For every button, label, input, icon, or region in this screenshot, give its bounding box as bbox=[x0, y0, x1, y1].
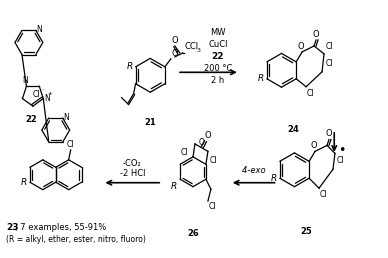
Text: 25: 25 bbox=[301, 228, 312, 237]
Text: 3: 3 bbox=[197, 48, 201, 53]
Text: Cl: Cl bbox=[210, 156, 217, 165]
Text: CuCl: CuCl bbox=[208, 40, 228, 49]
Text: N: N bbox=[63, 113, 69, 122]
Text: Cl: Cl bbox=[307, 89, 315, 98]
Text: Cl: Cl bbox=[180, 148, 188, 157]
Text: Cl: Cl bbox=[326, 59, 334, 68]
Text: -CO₂: -CO₂ bbox=[123, 159, 142, 168]
Text: , 7 examples, 55-91%: , 7 examples, 55-91% bbox=[15, 223, 106, 232]
Text: Cl: Cl bbox=[67, 140, 74, 149]
Text: -2 HCl: -2 HCl bbox=[120, 169, 145, 178]
Text: N: N bbox=[36, 25, 42, 34]
Text: (R = alkyl, ether, ester, nitro, fluoro): (R = alkyl, ether, ester, nitro, fluoro) bbox=[6, 235, 146, 244]
Text: •: • bbox=[338, 144, 345, 157]
Text: Cl: Cl bbox=[209, 202, 217, 211]
Text: R: R bbox=[270, 174, 277, 183]
Text: 22: 22 bbox=[25, 115, 37, 124]
Text: O: O bbox=[199, 138, 204, 147]
Text: 26: 26 bbox=[187, 229, 199, 238]
Text: N: N bbox=[23, 76, 28, 85]
Text: 21: 21 bbox=[144, 118, 156, 127]
Text: R: R bbox=[21, 178, 27, 187]
Text: Cl: Cl bbox=[337, 156, 345, 165]
Text: Cl: Cl bbox=[33, 90, 40, 99]
Text: +: + bbox=[48, 91, 52, 95]
Text: CCl: CCl bbox=[185, 42, 199, 51]
Text: ⁻: ⁻ bbox=[41, 89, 44, 94]
Text: O: O bbox=[171, 36, 178, 45]
Text: O: O bbox=[313, 30, 319, 39]
Text: O: O bbox=[298, 42, 305, 51]
Text: Cl: Cl bbox=[320, 190, 327, 199]
Text: O: O bbox=[311, 141, 317, 150]
Text: 24: 24 bbox=[288, 125, 299, 134]
Text: Cl: Cl bbox=[326, 42, 334, 51]
Text: MW: MW bbox=[210, 28, 225, 37]
Text: 2 h: 2 h bbox=[211, 76, 225, 85]
Text: R: R bbox=[171, 182, 177, 191]
Text: N: N bbox=[44, 94, 50, 103]
Text: O: O bbox=[326, 130, 332, 139]
Text: 4-⁠exo: 4-⁠exo bbox=[242, 166, 265, 175]
Text: 23: 23 bbox=[6, 223, 19, 232]
Text: R: R bbox=[258, 74, 264, 83]
Text: O: O bbox=[172, 49, 178, 58]
Text: O: O bbox=[204, 131, 211, 140]
Text: R: R bbox=[126, 62, 133, 71]
Text: 22: 22 bbox=[211, 52, 224, 61]
Text: 200 °C: 200 °C bbox=[204, 64, 232, 73]
